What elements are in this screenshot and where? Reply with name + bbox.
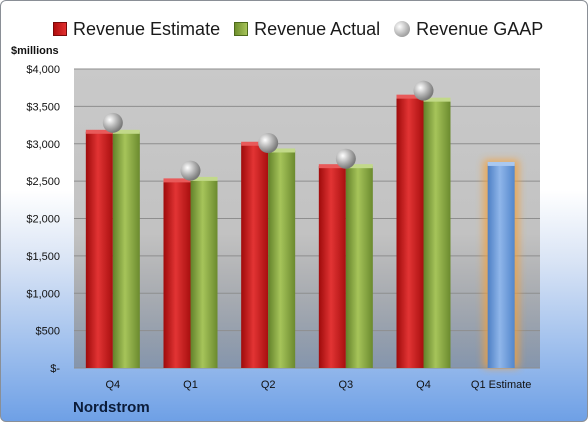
bar-revenue-actual-top bbox=[345, 164, 373, 169]
legend-item-gaap: Revenue GAAP bbox=[394, 19, 543, 40]
legend-label-gaap: Revenue GAAP bbox=[416, 18, 544, 39]
legend-label-actual: Revenue Actual bbox=[254, 18, 381, 39]
y-tick-label: $1,000 bbox=[26, 288, 60, 300]
company-name: Nordstrom bbox=[73, 399, 150, 416]
bar-revenue-estimate-top bbox=[241, 141, 269, 146]
point-revenue-gaap bbox=[258, 133, 279, 154]
x-tick-label: Q3 bbox=[338, 379, 353, 391]
bar-revenue-actual-top bbox=[190, 176, 218, 181]
bar-revenue-actual-top bbox=[268, 148, 296, 153]
bar-revenue-estimate-top bbox=[318, 164, 346, 169]
bar-revenue-actual bbox=[268, 150, 296, 368]
bar-revenue-estimate bbox=[163, 180, 191, 368]
y-tick-label: $2,000 bbox=[26, 214, 60, 226]
y-tick-label: $4,000 bbox=[26, 64, 60, 76]
legend-label-estimate: Revenue Estimate bbox=[73, 18, 221, 39]
y-tick-label: $- bbox=[50, 363, 60, 375]
bar-revenue-estimate bbox=[396, 96, 424, 368]
bar-revenue-estimate-top bbox=[396, 94, 424, 99]
bar-revenue-actual bbox=[112, 131, 140, 368]
units-label: $millions bbox=[11, 45, 59, 57]
y-tick-label: $3,500 bbox=[26, 101, 60, 113]
bar-revenue-estimate-top bbox=[163, 178, 191, 183]
bar-revenue-actual-top bbox=[112, 129, 140, 134]
bar-revenue-estimate bbox=[85, 131, 113, 368]
bar-revenue-actual bbox=[345, 166, 373, 368]
y-tick-label: $3,000 bbox=[26, 139, 60, 151]
red-square-icon bbox=[53, 22, 67, 36]
point-revenue-gaap bbox=[413, 80, 434, 101]
point-revenue-gaap bbox=[180, 160, 201, 181]
y-tick-label: $500 bbox=[36, 326, 60, 338]
y-tick-label: $1,500 bbox=[26, 251, 60, 263]
gray-circle-icon bbox=[394, 21, 411, 37]
bar-revenue-estimate-top bbox=[85, 129, 113, 134]
legend-item-estimate: Revenue Estimate bbox=[53, 19, 220, 40]
legend: Revenue Estimate Revenue Actual Revenue … bbox=[53, 15, 567, 43]
x-tick-label: Q4 bbox=[105, 379, 120, 391]
x-tick-label: Q2 bbox=[261, 379, 276, 391]
x-tick-label: Q1 bbox=[183, 379, 198, 391]
y-tick-label: $2,500 bbox=[26, 176, 60, 188]
point-revenue-gaap bbox=[335, 148, 356, 169]
bar-revenue-actual-top bbox=[423, 97, 451, 102]
green-square-icon bbox=[234, 22, 249, 36]
bar-forecast-estimate bbox=[487, 163, 515, 368]
point-revenue-gaap bbox=[102, 112, 123, 133]
bar-revenue-actual bbox=[423, 99, 451, 369]
x-tick-label: Q4 bbox=[416, 379, 431, 391]
legend-item-actual: Revenue Actual bbox=[234, 19, 380, 40]
x-tick-label: Q1 Estimate bbox=[471, 379, 532, 391]
bar-revenue-estimate bbox=[241, 143, 269, 368]
bar-revenue-estimate bbox=[318, 166, 346, 368]
bar-forecast-estimate-top bbox=[487, 161, 515, 166]
bar-revenue-actual bbox=[190, 178, 218, 368]
